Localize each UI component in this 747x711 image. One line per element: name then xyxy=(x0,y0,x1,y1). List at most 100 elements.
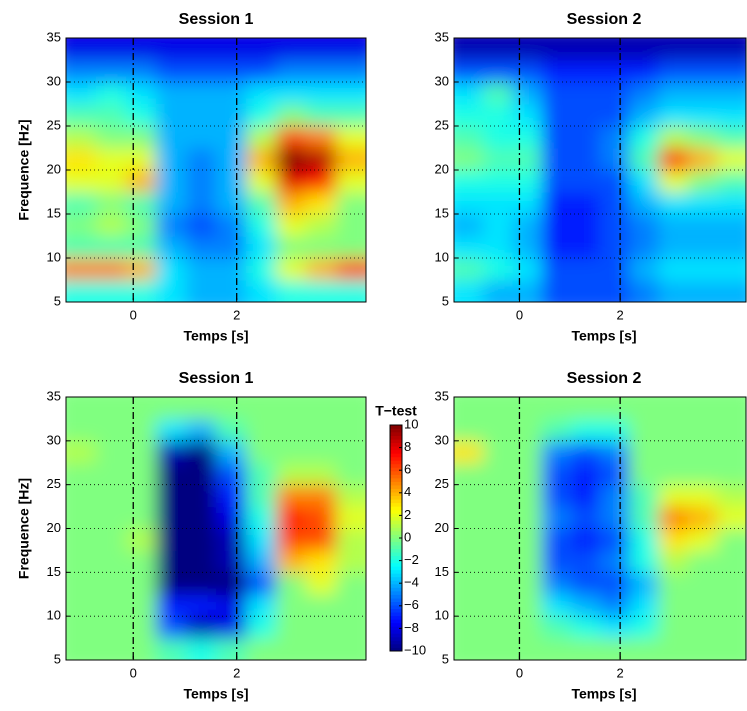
heatmap-cell xyxy=(96,506,127,529)
heatmap-cell xyxy=(687,236,718,259)
colorbar-swatch xyxy=(390,569,402,574)
colorbar-swatch xyxy=(390,513,402,518)
heatmap-cell xyxy=(512,572,543,595)
heatmap-cell xyxy=(96,418,127,442)
heatmap-cell xyxy=(216,60,247,83)
heatmap-cell xyxy=(156,418,187,442)
colorbar-swatch xyxy=(390,619,402,624)
colorbar-swatch xyxy=(390,467,402,472)
heatmap-cell xyxy=(246,484,277,508)
heatmap-cell xyxy=(716,258,746,281)
heatmap-cell xyxy=(126,462,157,486)
heatmap-cell xyxy=(276,38,307,61)
heatmap-cell xyxy=(687,462,718,486)
heatmap-cell xyxy=(541,214,572,237)
heatmap-cell xyxy=(216,236,247,259)
heatmap-cell xyxy=(629,638,659,660)
colorbar-swatch xyxy=(390,612,402,617)
colorbar-swatch xyxy=(390,432,402,436)
heatmap-cell xyxy=(126,236,157,259)
heatmap-cell xyxy=(156,550,187,573)
heatmap-cell xyxy=(483,60,513,83)
heatmap-cell xyxy=(454,214,484,237)
heatmap-cell xyxy=(541,418,572,442)
heatmap-cell xyxy=(336,418,366,442)
heatmap-cell xyxy=(512,528,543,551)
heatmap-cell xyxy=(570,506,601,529)
heatmap-cell xyxy=(186,258,217,281)
heatmap-cell xyxy=(156,148,187,171)
heatmap-cell xyxy=(96,126,127,149)
heatmap-cell xyxy=(336,594,366,617)
y-tick-label: 5 xyxy=(442,651,449,666)
heatmap-cell xyxy=(156,572,187,595)
heatmap-cell xyxy=(483,397,513,420)
y-tick-label: 30 xyxy=(47,432,61,447)
heatmap-cell xyxy=(716,38,746,61)
colorbar-swatch xyxy=(390,435,402,440)
heatmap-cell xyxy=(66,192,97,215)
heatmap-cell xyxy=(96,528,127,551)
heatmap-cell xyxy=(216,572,247,595)
heatmap-cell xyxy=(687,126,718,149)
heatmap-cell xyxy=(716,550,746,573)
colorbar: −10 −8 −6 −4 −2 0 2 4 6 8 10T−test xyxy=(375,403,426,658)
heatmap-cell xyxy=(716,484,746,508)
heatmap-cell xyxy=(66,572,97,595)
heatmap-cell xyxy=(541,82,572,105)
y-tick-label: 30 xyxy=(435,432,449,447)
heatmap-cell xyxy=(336,550,366,573)
heatmap-cell xyxy=(687,528,718,551)
heatmap-cell xyxy=(246,616,277,639)
heatmap-cell xyxy=(66,440,97,464)
heatmap-cell xyxy=(186,104,217,127)
heatmap-cell xyxy=(246,528,277,551)
heatmap-cell xyxy=(687,258,718,281)
heatmap-cell xyxy=(454,397,484,420)
heatmap-cell xyxy=(570,397,601,420)
heatmap-cell xyxy=(246,170,277,193)
heatmap-cell xyxy=(186,236,217,259)
heatmap-cell xyxy=(66,528,97,551)
heatmap-cell xyxy=(276,594,307,617)
y-tick-label: 30 xyxy=(47,73,61,88)
heatmap-cell xyxy=(96,616,127,639)
heatmap-cell xyxy=(483,506,513,529)
colorbar-swatch xyxy=(390,520,402,525)
heatmap-cell xyxy=(186,528,217,551)
heatmap-cell xyxy=(541,280,572,302)
heatmap-cell xyxy=(126,148,157,171)
heatmap-cell xyxy=(454,38,484,61)
heatmap-cell xyxy=(600,258,630,281)
heatmap-cell xyxy=(600,462,630,486)
heatmap-cell xyxy=(96,594,127,617)
heatmap-cell xyxy=(716,397,746,420)
heatmap-cell xyxy=(600,170,630,193)
heatmap-cell xyxy=(512,38,543,61)
heatmap-cell xyxy=(687,616,718,639)
heatmap-cell xyxy=(66,82,97,105)
heatmap-cell xyxy=(276,397,307,420)
heatmap-cell xyxy=(687,594,718,617)
heatmap-cell xyxy=(246,192,277,215)
heatmap-cell xyxy=(512,214,543,237)
heatmap-cell xyxy=(246,148,277,171)
heatmap-cell xyxy=(306,280,337,302)
heatmap-cell xyxy=(96,440,127,464)
heatmap-cell xyxy=(186,462,217,486)
heatmap-cell xyxy=(570,462,601,486)
heatmap-cell xyxy=(246,82,277,105)
heatmap-cell xyxy=(186,506,217,529)
heatmap-cell xyxy=(454,104,484,127)
heatmap-cell xyxy=(600,484,630,508)
y-tick-label: 20 xyxy=(47,520,61,535)
y-tick-label: 5 xyxy=(442,293,449,308)
heatmap-cell xyxy=(276,82,307,105)
heatmap-cell xyxy=(512,236,543,259)
heatmap-cell xyxy=(658,258,689,281)
colorbar-swatch xyxy=(390,446,402,451)
heatmap-cell xyxy=(629,236,659,259)
heatmap-cell xyxy=(629,280,659,302)
heatmap-cell xyxy=(483,594,513,617)
heatmap-cell xyxy=(570,82,601,105)
